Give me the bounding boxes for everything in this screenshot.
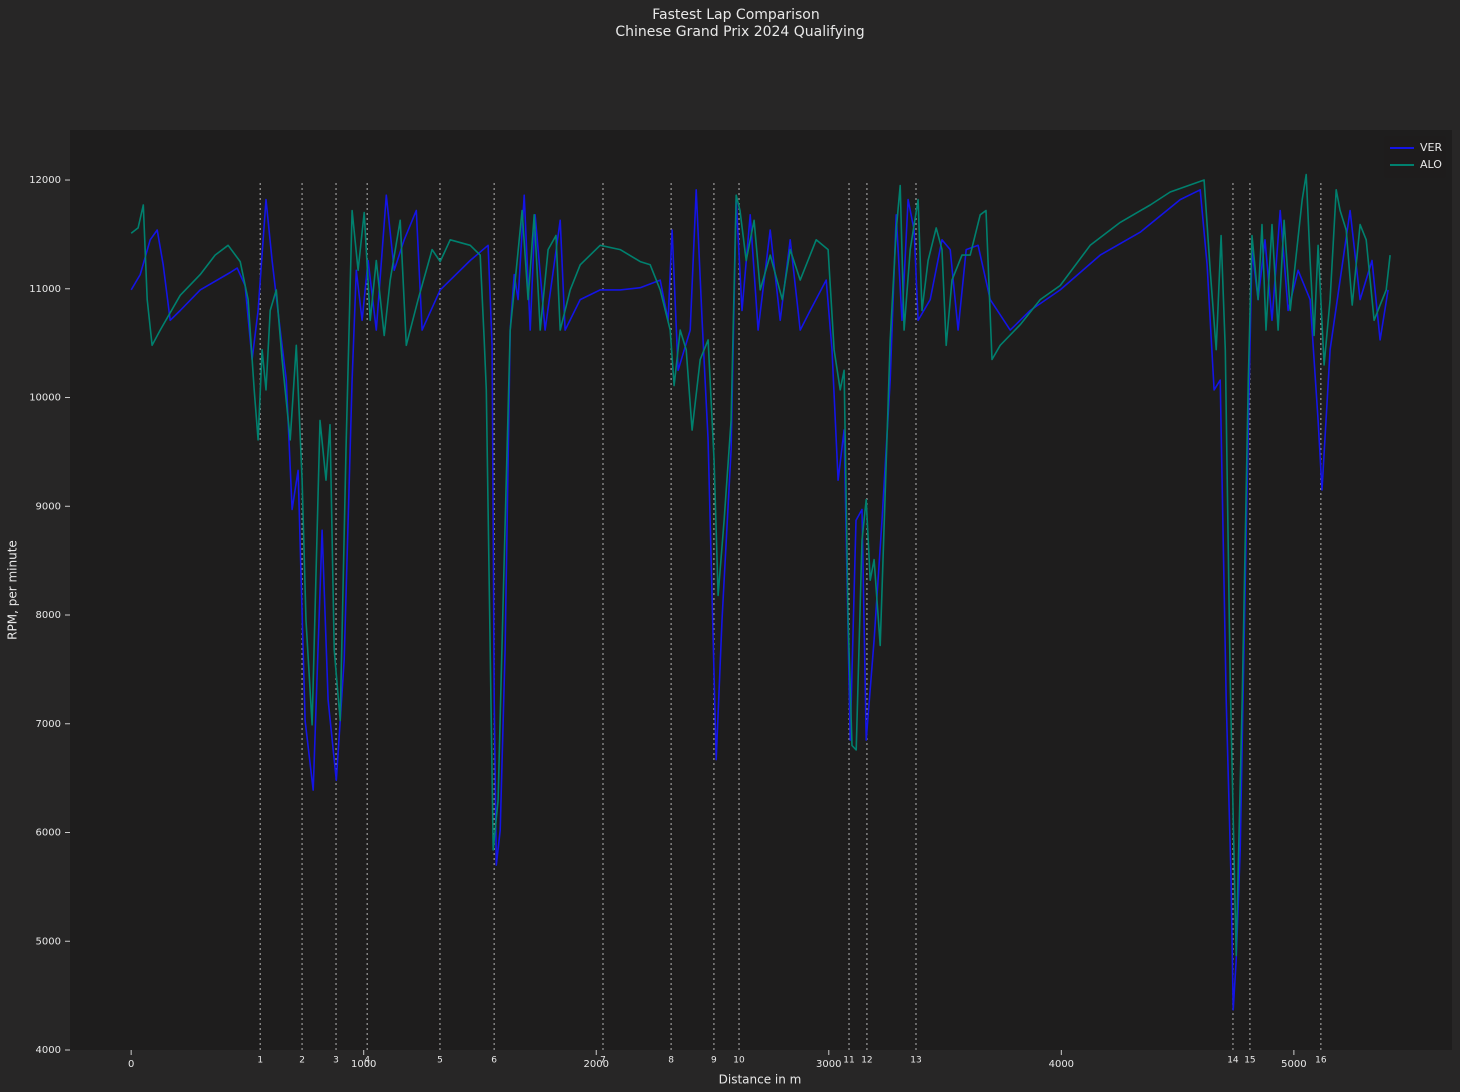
corner-label: 7 [600,1056,606,1066]
y-tick-label: 12000 [29,175,61,186]
corner-label: 4 [364,1056,370,1066]
x-tick-label: 5000 [1281,1059,1306,1070]
x-tick-label: 2000 [584,1059,609,1070]
corner-label: 8 [668,1056,674,1066]
corner-label: 12 [861,1056,872,1066]
y-tick-label: 6000 [36,828,61,839]
y-tick-label: 9000 [36,501,61,512]
y-tick-label: 5000 [36,936,61,947]
series-line [130,189,1389,1011]
y-tick-label: 11000 [29,284,61,295]
x-tick-label: 0 [128,1059,134,1070]
corner-label: 3 [333,1056,339,1066]
corner-label: 6 [491,1056,497,1066]
corner-label: 5 [437,1056,443,1066]
x-tick-label: 1000 [351,1059,376,1070]
x-axis-label: Distance in m [719,1073,802,1087]
corner-label: 15 [1244,1056,1255,1066]
corner-label: 13 [910,1056,921,1066]
series-line [130,173,1391,957]
corner-label: 14 [1227,1056,1239,1066]
y-tick-label: 8000 [36,610,61,621]
corner-label: 11 [843,1056,854,1066]
x-tick-label: 3000 [816,1059,841,1070]
y-tick-label: 7000 [36,719,61,730]
legend: VER ALO [1384,136,1446,178]
y-tick-label: 4000 [36,1045,61,1056]
corner-label: 16 [1315,1056,1327,1066]
legend-label: ALO [1420,158,1442,171]
corner-label: 10 [733,1056,745,1066]
legend-label: VER [1420,141,1442,154]
corner-label: 1 [257,1056,263,1066]
plot-area [70,130,1452,1050]
y-axis-label: RPM, per minute [6,540,20,640]
corner-label: 2 [299,1056,305,1066]
corner-label: 9 [711,1056,717,1066]
chart-subtitle: Chinese Grand Prix 2024 Qualifying [615,24,864,40]
y-tick-label: 10000 [29,393,61,404]
chart-title: Fastest Lap Comparison [652,7,820,23]
x-tick-label: 4000 [1049,1059,1074,1070]
legend-box [1384,136,1446,178]
